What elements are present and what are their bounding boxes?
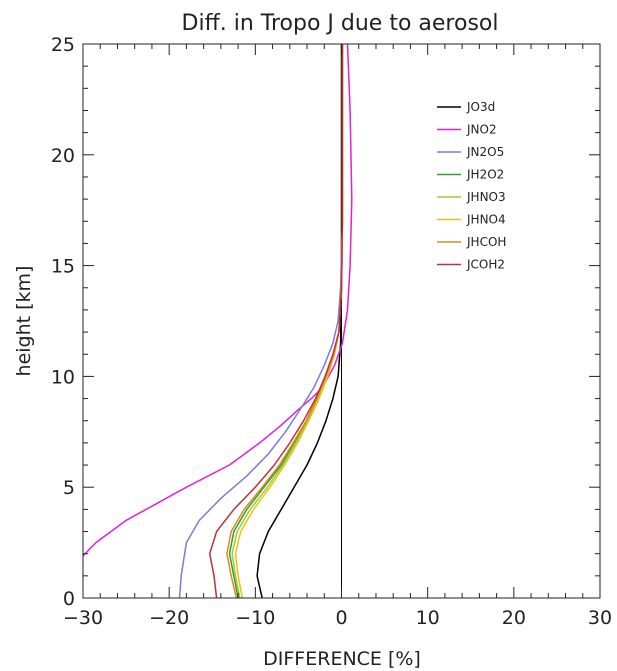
legend-label-jno2: JNO2 <box>466 123 497 137</box>
series-line-jno2 <box>83 44 353 557</box>
x-tick-label: −30 <box>63 607 103 629</box>
x-tick-label: 20 <box>502 607 526 629</box>
chart-title: Diff. in Tropo J due to aerosol <box>182 11 499 36</box>
x-tick-label: 10 <box>416 607 440 629</box>
legend-label-jcoh2: JCOH2 <box>466 258 505 272</box>
x-tick-label: 0 <box>335 607 347 629</box>
y-axis-label: height [km] <box>13 266 35 377</box>
x-axis-label: DIFFERENCE [%] <box>263 648 421 670</box>
series-layer <box>83 44 353 598</box>
y-tick-label: 25 <box>51 34 75 56</box>
series-line-jhno3 <box>231 44 344 598</box>
y-tick-label: 10 <box>51 366 75 388</box>
y-tick-label: 20 <box>51 145 75 167</box>
y-tick-label: 0 <box>63 588 75 610</box>
series-line-jcoh2 <box>208 44 344 598</box>
y-tick-label: 15 <box>51 256 75 278</box>
axes-layer: −30 −20 −10 0 10 20 30 0 5 10 15 20 25 <box>51 34 612 629</box>
x-tick-label: 30 <box>588 607 612 629</box>
series-line-jo3d <box>256 44 343 598</box>
y-tick-label: 5 <box>63 477 75 499</box>
x-tick-label: −20 <box>149 607 189 629</box>
legend-label-jhcoh: JHCOH <box>466 235 506 249</box>
legend-label-jn2o5: JN2O5 <box>466 145 504 159</box>
legend-label-jhno3: JHNO3 <box>466 190 506 204</box>
legend: JO3d JNO2 JN2O5 JH2O2 JHNO3 JHNO4 JHCOH JCOH2 <box>437 100 506 272</box>
legend-label-jo3d: JO3d <box>466 100 495 114</box>
legend-label-jhno4: JHNO4 <box>466 213 506 227</box>
series-line-jhno4 <box>234 44 344 598</box>
legend-label-jh2o2: JH2O2 <box>466 168 504 182</box>
series-line-jn2o5 <box>178 44 344 598</box>
x-tick-label: −10 <box>235 607 275 629</box>
